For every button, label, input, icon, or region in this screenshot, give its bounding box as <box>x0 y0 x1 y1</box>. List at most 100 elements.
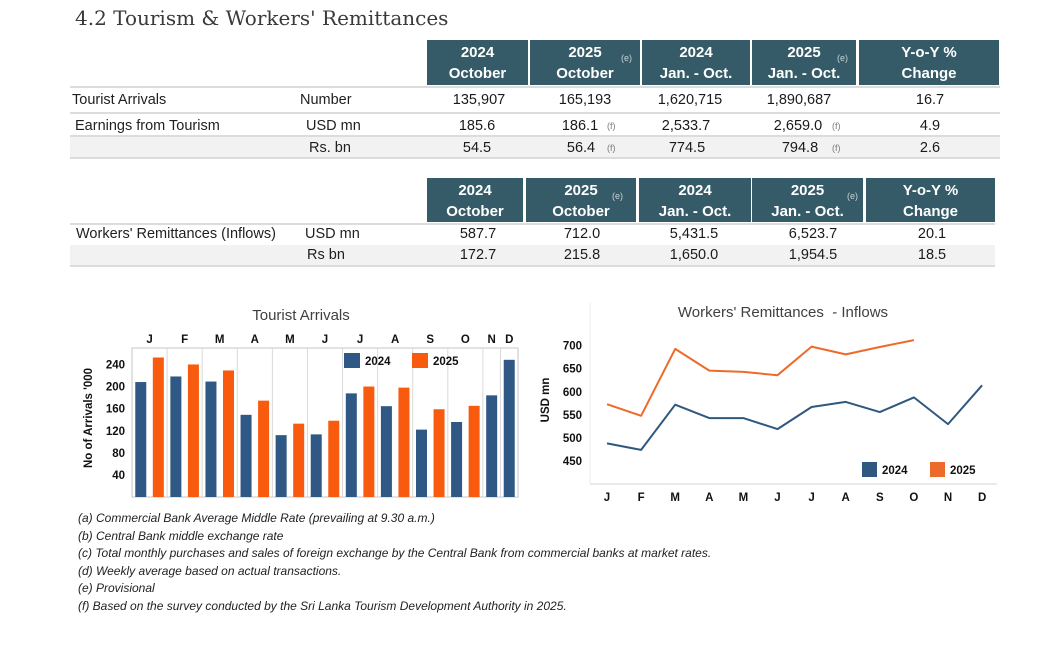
footnote-marker: (f) <box>607 121 616 131</box>
remittance-header-col-2: 2025 October (e) <box>526 178 636 222</box>
point-2024-month-8 <box>845 401 847 403</box>
bar-2024-month-11 <box>486 395 498 497</box>
header-line-1: 2025 <box>568 44 602 61</box>
header-line-1: 2024 <box>679 44 713 61</box>
point-2024-month-9 <box>879 411 881 413</box>
x-tick-label: O <box>909 492 918 504</box>
footnote-c: (c) Total monthly purchases and sales of… <box>78 546 712 561</box>
cell-value: 56.4 <box>566 140 596 156</box>
header-note: (e) <box>847 191 858 201</box>
header-line-2: Change <box>901 65 957 82</box>
y-axis-label: No of Arrivals '000 <box>83 368 95 468</box>
footnote-f: (f) Based on the survey conducted by the… <box>78 598 567 613</box>
bar-2024-month-12 <box>503 359 515 497</box>
row-unit: Rs. bn <box>309 140 351 156</box>
cell-value: 185.6 <box>458 118 496 134</box>
x-tick-label: J <box>604 492 610 504</box>
bar-2025-month-5 <box>293 423 305 497</box>
cell-value: 712.0 <box>563 226 601 242</box>
header-line-2: Jan. - Oct. <box>767 65 841 82</box>
footnote-b: (b) Central Bank middle exchange rate <box>78 528 284 543</box>
cell-value: 1,620,715 <box>657 92 723 108</box>
cell-value: 20.1 <box>917 226 947 242</box>
point-2025-month-7 <box>811 346 813 348</box>
remittance-header-col-1: 2024 October <box>427 178 523 222</box>
remittance-header-col-3: 2024 Jan. - Oct. <box>639 178 751 222</box>
cell-value: 774.5 <box>668 140 706 156</box>
row-divider <box>70 135 1000 137</box>
bar-2024-month-6 <box>310 434 322 497</box>
row-unit: Rs bn <box>307 247 345 263</box>
x-tick-label: N <box>944 492 952 504</box>
bar-2024-month-2 <box>170 376 182 497</box>
cell-value: 4.9 <box>919 118 941 134</box>
bar-2024-month-7 <box>345 393 357 497</box>
point-2025-month-2 <box>640 415 642 417</box>
header-line-1: 2024 <box>460 44 495 61</box>
header-line-2: Jan. - Oct. <box>659 65 733 82</box>
point-2025-month-3 <box>674 348 676 350</box>
row-divider <box>70 86 1000 88</box>
y-tick-label: 650 <box>563 364 582 376</box>
header-line-2: October <box>556 65 614 82</box>
bar-2024-month-1 <box>135 382 147 497</box>
legend-swatch-2024 <box>862 462 877 477</box>
footnote-marker: (f) <box>832 143 841 153</box>
tourism-header-col-5: Y-o-Y % Change <box>859 40 999 85</box>
cell-value: 1,954.5 <box>788 247 838 263</box>
cell-value: 135,907 <box>452 92 506 108</box>
x-tick-label: O <box>461 334 470 346</box>
bar-2024-month-10 <box>451 422 463 497</box>
cell-value: 165,193 <box>558 92 612 108</box>
bar-2024-month-9 <box>416 429 427 497</box>
point-2024-month-6 <box>777 428 779 430</box>
x-tick-label: D <box>505 334 513 346</box>
bar-2024-month-3 <box>205 381 217 497</box>
point-2024-month-3 <box>674 404 676 406</box>
footnote-marker: (f) <box>607 143 616 153</box>
y-tick-label: 600 <box>563 387 582 399</box>
y-tick-label: 120 <box>106 426 125 438</box>
header-line-1: 2024 <box>458 182 492 199</box>
bar-2024-month-4 <box>240 414 252 497</box>
point-2025-month-9 <box>879 346 881 348</box>
legend-swatch-2025 <box>412 353 428 368</box>
cell-value: 2,533.7 <box>661 118 711 134</box>
header-line-1: 2024 <box>678 182 712 199</box>
tourist-arrivals-chart: Tourist Arrivals J F M A M J J A S O N D 40 80 120 160 20… <box>83 307 519 498</box>
cell-value: 54.5 <box>462 140 492 156</box>
row-unit: USD mn <box>306 118 361 134</box>
bar-2025-month-10 <box>468 405 480 497</box>
point-2024-month-2 <box>640 449 642 451</box>
footnote-e: (e) Provisional <box>78 581 155 596</box>
header-note: (e) <box>612 191 623 201</box>
x-tick-label: M <box>285 334 295 346</box>
cell-value: 6,523.7 <box>788 226 838 242</box>
footnote-marker: (f) <box>832 121 841 131</box>
cell-value: 587.7 <box>459 226 497 242</box>
y-tick-label: 200 <box>106 382 125 394</box>
header-line-1: 2025 <box>790 182 825 199</box>
y-tick-label: 40 <box>112 470 125 482</box>
header-line-2: October <box>552 203 610 220</box>
cell-value: 794.8 <box>781 140 819 156</box>
point-2024-month-1 <box>606 442 608 444</box>
bar-2024-month-8 <box>380 406 392 497</box>
y-tick-label: 550 <box>563 410 582 422</box>
row-divider <box>70 223 995 225</box>
x-tick-label: S <box>426 334 434 346</box>
y-tick-label: 700 <box>563 341 582 353</box>
x-tick-label: M <box>739 492 749 504</box>
legend-label: 2025 <box>433 356 459 368</box>
row-divider <box>70 112 1000 114</box>
cell-value: 172.7 <box>459 247 497 263</box>
tourism-header-col-3: 2024 Jan. - Oct. <box>642 40 750 85</box>
point-2025-month-4 <box>708 370 710 372</box>
chart-title: Workers' Remittances - Inflows <box>678 304 888 321</box>
x-tick-label: A <box>391 334 399 346</box>
legend-swatch-2024 <box>344 353 360 368</box>
y-tick-label: 160 <box>106 404 125 416</box>
tourism-header-col-2: 2025 October (e) <box>530 40 640 85</box>
footnote-d: (d) Weekly average based on actual trans… <box>78 563 342 578</box>
x-tick-label: A <box>251 334 259 346</box>
